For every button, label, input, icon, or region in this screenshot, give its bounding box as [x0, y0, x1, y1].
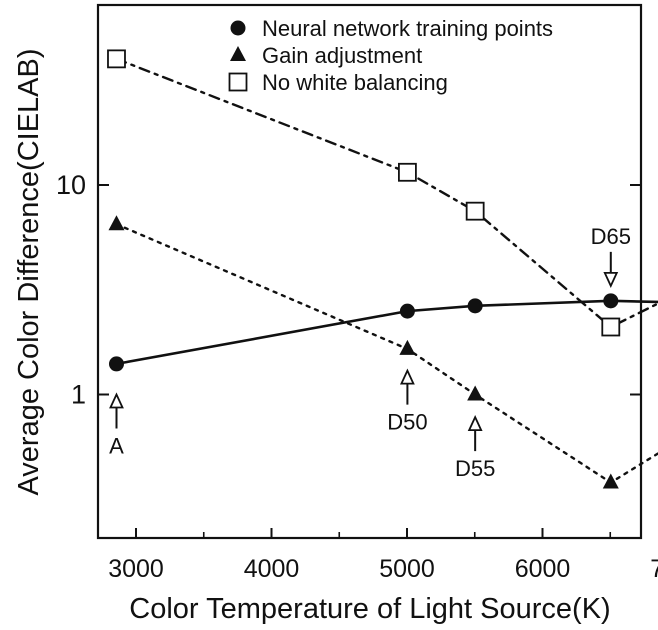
series-3	[107, 49, 658, 337]
legend-item: Neural network training points	[230, 16, 553, 41]
legend-label: No white balancing	[262, 70, 448, 95]
legend-item: Gain adjustment	[230, 43, 422, 68]
data-point	[602, 473, 619, 489]
series-line	[115, 299, 658, 366]
annotation-arrowhead	[467, 414, 483, 432]
annotation-label: D65	[591, 224, 631, 249]
data-point	[108, 215, 125, 231]
tick-layer: 3000 4000 5000 6000 7000 1 10	[56, 170, 658, 583]
x-tick-label: 4000	[244, 555, 300, 583]
x-tick-label: 6000	[515, 555, 571, 583]
legend-marker	[230, 46, 246, 61]
data-point	[399, 303, 415, 319]
data-point	[601, 317, 621, 337]
annotation-d50: D50	[387, 368, 428, 435]
annotation-label: D50	[387, 410, 427, 435]
y-tick-label: 1	[71, 380, 86, 410]
x-axis-label: Color Temperature of Light Source(K)	[129, 593, 610, 625]
x-tick-label: 7000	[650, 555, 658, 583]
y-tick-label: 10	[56, 170, 86, 200]
annotation-d55: D55	[455, 414, 495, 481]
legend-item: No white balancing	[228, 70, 448, 95]
series-1	[108, 293, 658, 372]
x-tick-label: 3000	[108, 555, 164, 583]
plot-frame	[96, 3, 643, 540]
annotation-layer: AD50D55D65D75	[109, 224, 631, 481]
series-2	[108, 215, 658, 489]
legend-label: Neural network training points	[262, 16, 553, 41]
y-axis-label: Average Color Difference(CIELAB)	[13, 48, 45, 495]
annotation-label: A	[109, 434, 124, 459]
data-point	[398, 162, 417, 182]
x-tick-label: 5000	[379, 555, 435, 583]
series-layer	[107, 49, 658, 489]
annotation-label: D55	[455, 456, 495, 481]
annotation-arrowhead	[399, 368, 415, 385]
series-line	[115, 222, 658, 484]
data-point	[107, 49, 126, 69]
data-point	[465, 201, 485, 221]
annotation-d65: D65	[591, 224, 631, 289]
annotation-arrowhead	[109, 392, 124, 409]
legend-label: Gain adjustment	[262, 43, 422, 68]
data-point	[399, 339, 416, 355]
data-point	[108, 356, 124, 372]
data-point	[603, 293, 619, 309]
annotation-a: A	[109, 392, 124, 459]
legend-marker	[228, 72, 248, 92]
annotation-arrowhead	[603, 271, 619, 289]
data-point	[467, 385, 484, 401]
legend-marker	[230, 20, 246, 36]
series-line	[115, 57, 658, 329]
data-point	[467, 298, 483, 314]
